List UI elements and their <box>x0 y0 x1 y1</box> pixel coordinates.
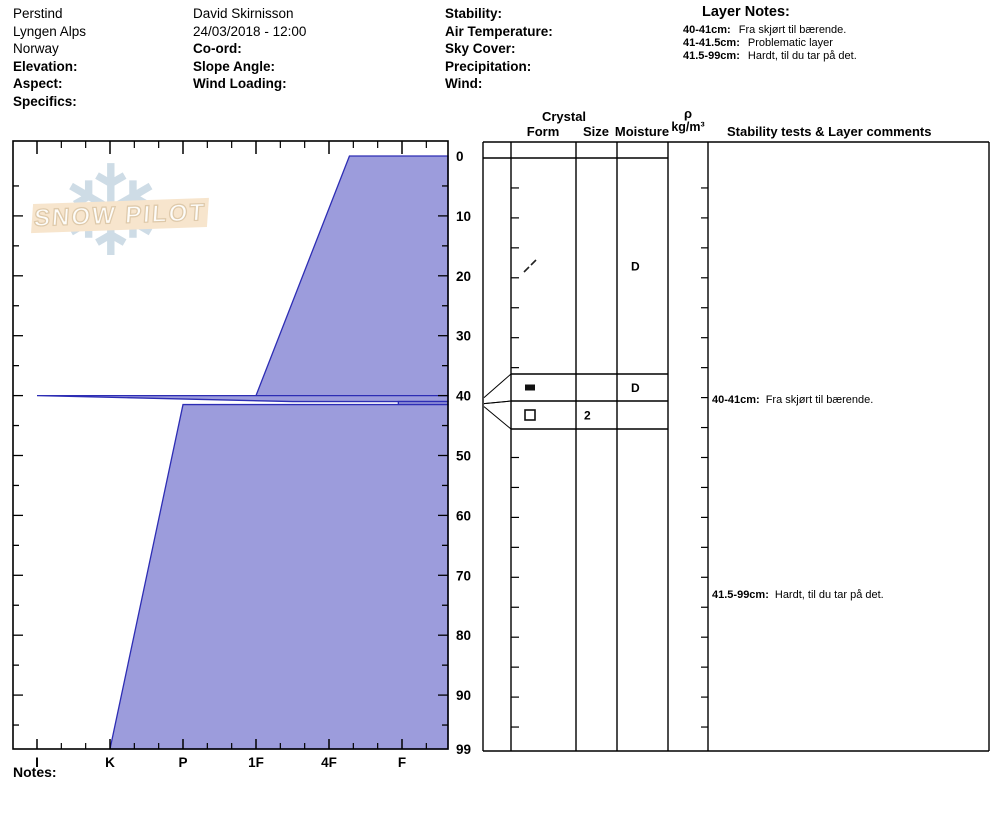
pit-info-line: Co-ord: <box>193 41 242 57</box>
depth-axis-label: 90 <box>456 688 471 703</box>
col-header-density-units: kg/m³ <box>671 120 705 134</box>
chart-border <box>12 140 449 750</box>
pit-info-line: Stability: <box>445 6 503 21</box>
grain-symbol-faceted-crystals <box>524 409 536 421</box>
grain-symbol-melt-freeze-crust <box>525 384 535 391</box>
grain-symbol-decomposing-fragments <box>530 259 537 266</box>
col-header-size: Size <box>582 124 610 139</box>
hardness-axis-label: I <box>35 755 39 770</box>
grain-symbol-decomposing-fragments <box>523 266 530 273</box>
hardness-axis-label: F <box>398 755 406 770</box>
moisture-value: D <box>631 260 640 274</box>
pit-info-line: Perstind <box>13 6 63 21</box>
pit-info-line: Aspect: <box>13 76 63 92</box>
depth-axis-label: 40 <box>456 389 471 404</box>
pit-info-line: Norway <box>13 41 59 57</box>
hardness-axis-label: 4F <box>321 755 337 770</box>
depth-axis-label: 60 <box>456 508 471 523</box>
row-fan-line <box>483 400 512 405</box>
pit-info-line: Slope Angle: <box>193 58 276 74</box>
snow-layer-2 <box>36 394 449 403</box>
hardness-axis-label: P <box>178 755 187 770</box>
layer-notes-list: 40-41cm: Fra skjørt til bærende. 41-41.5c… <box>683 24 857 64</box>
grain-size-value: 2 <box>584 409 591 423</box>
pit-info-line: Lyngen Alps <box>13 23 87 39</box>
depth-axis-label: 0 <box>456 149 464 164</box>
pit-info-col-conditions: Stability: Air Temperature: Sky Cover: Prec… <box>445 5 553 93</box>
col-header-form: Form <box>526 124 560 139</box>
snowpilot-logo: ❄ SNOW PILOT <box>30 149 215 281</box>
col-header-density-symbol: ρ <box>683 106 693 121</box>
snow-layer-4 <box>109 403 449 750</box>
pit-info-line: Precipitation: <box>445 58 532 74</box>
col-header-crystal: Crystal <box>541 109 587 124</box>
pit-info-line: Wind: <box>445 76 483 92</box>
snow-layer-1 <box>255 155 449 397</box>
notes-label: Notes: <box>13 764 57 780</box>
layer-notes-title: Layer Notes: <box>702 4 790 20</box>
depth-axis-label: 80 <box>456 628 471 643</box>
pit-info-col-location: Perstind Lyngen Alps Norway Elevation: Aspec… <box>13 5 86 111</box>
row-fan-line <box>483 406 512 430</box>
depth-axis-label: 50 <box>456 448 471 463</box>
layer-note-item: 40-41cm: Fra skjørt til bærende. <box>683 24 847 36</box>
layer-note-item: 41.5-99cm: Hardt, til du tar på det. <box>683 50 857 63</box>
hardness-axis-label: 1F <box>248 755 264 770</box>
pit-info-line: Air Temperature: <box>445 23 553 39</box>
pit-info-line: Sky Cover: <box>445 41 516 57</box>
layer-comment: 40-41cm: Fra skjørt til bærende. <box>712 394 873 406</box>
depth-axis-label: 99 <box>456 742 471 757</box>
row-fan-line <box>483 373 512 398</box>
pit-info-line: Elevation: <box>13 58 78 74</box>
layer-comment: 41.5-99cm: Hardt, til du tar på det. <box>712 589 884 601</box>
pit-info-line: David Skirnisson <box>193 6 294 21</box>
depth-axis-label: 70 <box>456 568 471 583</box>
pit-info-line: Specifics: <box>13 93 77 109</box>
pit-info-col-observer: David Skirnisson 24/03/2018 - 12:00 Co-ord… <box>193 5 306 93</box>
depth-axis-label: 20 <box>456 269 471 284</box>
pit-info-line: 24/03/2018 - 12:00 <box>193 23 307 39</box>
layer-note-item: 41-41.5cm: Problematic layer <box>683 37 833 50</box>
moisture-value: D <box>631 381 640 395</box>
hardness-axis-label: K <box>105 755 115 770</box>
depth-axis-label: 30 <box>456 329 471 344</box>
col-header-moisture: Moisture <box>614 124 670 139</box>
depth-axis-label: 10 <box>456 209 471 224</box>
col-header-comments: Stability tests & Layer comments <box>727 124 932 139</box>
pit-info-line: Wind Loading: <box>193 76 287 92</box>
